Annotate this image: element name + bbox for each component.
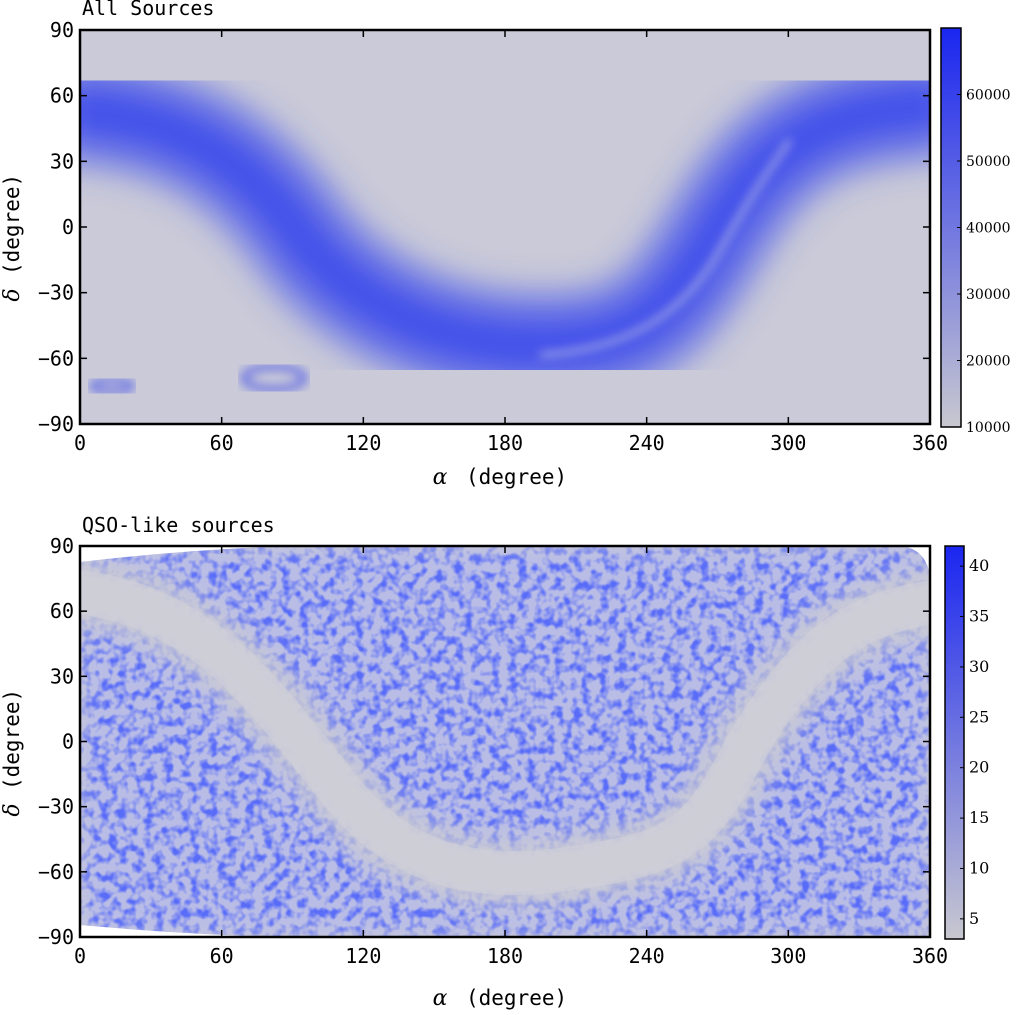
x-tick-label: 180 [487,944,523,968]
panel2-heatmap [80,546,930,937]
y-tick-label: −90 [38,925,74,949]
y-tick-label: 60 [50,599,74,623]
panel1-lmc-ring [240,363,308,393]
panel1-title: All Sources [82,0,214,20]
panel-all-sources: All Sources 0 60 120 180 240 300 360 9060300−3… [0,0,1011,490]
panel1-colorbar: 60000 50000 40000 30000 20000 10000 [940,27,1011,436]
y-tick-label: 0 [62,730,74,754]
x-tick-label: 300 [770,944,806,968]
panel1-heatmap [80,30,930,424]
colorbar-tick-label: 30000 [966,287,1011,303]
panel1-ylabel-text: (degree) [0,174,24,275]
panel2-xlabel: α (degree) [433,986,568,1011]
y-tick-label: 60 [50,84,74,108]
panel1-ylabel: δ (degree) [0,174,25,302]
y-tick-label: 90 [50,534,74,558]
colorbar-tick-label: 25 [969,707,989,726]
colorbar-tick-label: 20000 [966,354,1011,370]
x-tick-label: 120 [345,431,381,455]
y-tick-label: −60 [38,346,74,370]
x-tick-label: 300 [770,431,806,455]
panel1-y-ticks: 90 60 30 0 −30 −60 −90 [38,18,930,436]
x-tick-label: 60 [210,944,234,968]
panel2-plane-band [80,569,930,896]
panel2-colorbar: 40 35 30 25 20 15 10 5 [944,545,989,940]
panel1-xlabel: α (degree) [433,465,568,490]
colorbar-tick-label: 40000 [966,221,1011,237]
panel1-xlabel-symbol: α [433,465,448,490]
colorbar-tick-label: 5 [969,909,979,928]
x-tick-label: 0 [74,944,86,968]
x-tick-label: 240 [629,431,665,455]
panel2-xlabel-text: (degree) [466,986,567,1010]
y-tick-label: 90 [50,18,74,42]
x-tick-label: 360 [912,431,948,455]
x-tick-label: 360 [912,944,948,968]
panel1-x-ticks: 0 60 120 180 240 300 360 [74,30,948,455]
y-tick-label: −90 [38,412,74,436]
x-tick-label: 180 [487,431,523,455]
x-tick-label: 240 [629,944,665,968]
panel2-colorbar-gradient [944,545,965,940]
panel2-ylabel-symbol: δ [0,803,25,816]
panel2-ylabel: δ (degree) [0,689,25,817]
colorbar-tick-label: 15 [969,808,989,827]
colorbar-tick-label: 40 [969,556,989,575]
x-tick-label: 0 [74,431,86,455]
panel-qso-like-sources: QSO-like sources 0 60 120 180 240 300 360 9060… [0,513,989,1011]
colorbar-tick-label: 60000 [966,88,1011,104]
y-tick-label: 30 [50,664,74,688]
panel1-smc-ring [89,377,135,395]
y-tick-label: 30 [50,149,74,173]
colorbar-tick-label: 50000 [966,154,1011,170]
colorbar-tick-label: 10000 [966,420,1011,436]
colorbar-tick-label: 30 [969,657,989,676]
y-tick-label: −30 [38,795,74,819]
panel1-ylabel-symbol: δ [0,288,25,301]
colorbar-tick-label: 20 [969,758,989,777]
panel1-light-streak [539,138,792,357]
panel2-x-ticks: 0 60 120 180 240 300 360 [74,546,948,968]
panel1-colorbar-ticks: 60000 50000 40000 30000 20000 10000 [957,88,1011,436]
panel2-ylabel-text: (degree) [0,689,24,790]
x-tick-label: 120 [345,944,381,968]
panel2-xlabel-symbol: α [433,986,448,1010]
y-tick-label: −30 [38,281,74,305]
y-tick-label: −60 [38,860,74,884]
panel1-xlabel-text: (degree) [466,465,567,489]
colorbar-tick-label: 35 [969,607,989,626]
x-tick-label: 60 [210,431,234,455]
y-tick-label: 0 [62,215,74,239]
panel2-y-ticks: 90 60 30 0 −30 −60 −90 [38,534,930,949]
panel2-colorbar-ticks: 40 35 30 25 20 15 10 5 [960,556,989,928]
colorbar-tick-label: 10 [969,858,989,877]
panel2-title: QSO-like sources [82,513,275,537]
